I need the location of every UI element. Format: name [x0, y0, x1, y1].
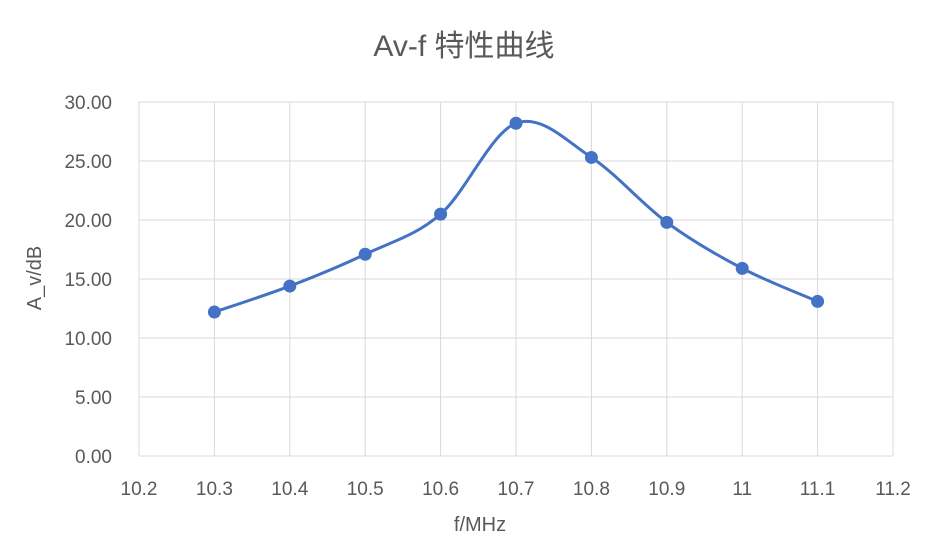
y-tick-label: 10.00	[64, 329, 112, 350]
data-point	[434, 207, 448, 221]
y-tick-label: 20.00	[64, 211, 112, 232]
x-tick-label: 10.2	[121, 479, 158, 500]
y-axis-label: A_v/dB	[24, 246, 46, 310]
data-point	[358, 247, 372, 261]
data-point	[509, 116, 523, 130]
x-axis-label: f/MHz	[454, 514, 506, 536]
x-tick-label: 11	[732, 479, 752, 500]
y-tick-label: 30.00	[64, 93, 112, 114]
x-tick-label: 10.8	[573, 479, 610, 500]
y-axis-ticks: 0.00 5.00 10.00 15.00 20.00 25.00 30.00	[64, 93, 112, 468]
x-tick-label: 10.7	[498, 479, 535, 500]
y-tick-label: 5.00	[75, 388, 112, 409]
x-tick-label: 11.1	[800, 479, 836, 500]
x-axis-ticks: 10.2 10.3 10.4 10.5 10.6 10.7 10.8 10.9 11 11.1 11…	[121, 479, 911, 500]
x-tick-label: 10.5	[347, 479, 384, 500]
x-tick-label: 10.3	[196, 479, 233, 500]
data-point	[207, 305, 221, 319]
x-tick-label: 10.6	[422, 479, 459, 500]
data-points	[207, 116, 825, 319]
data-point	[283, 279, 297, 293]
data-point	[660, 215, 674, 229]
x-tick-label: 10.9	[648, 479, 685, 500]
y-tick-label: 25.00	[64, 152, 112, 173]
chart-title: Av-f 特性曲线	[373, 30, 554, 63]
data-point	[811, 294, 825, 308]
y-tick-label: 15.00	[64, 270, 112, 291]
data-point	[735, 261, 749, 275]
x-tick-label: 10.4	[271, 479, 308, 500]
y-tick-label: 0.00	[75, 447, 112, 468]
data-point	[584, 150, 598, 164]
x-tick-label: 11.2	[875, 479, 911, 500]
grid	[138, 101, 894, 457]
